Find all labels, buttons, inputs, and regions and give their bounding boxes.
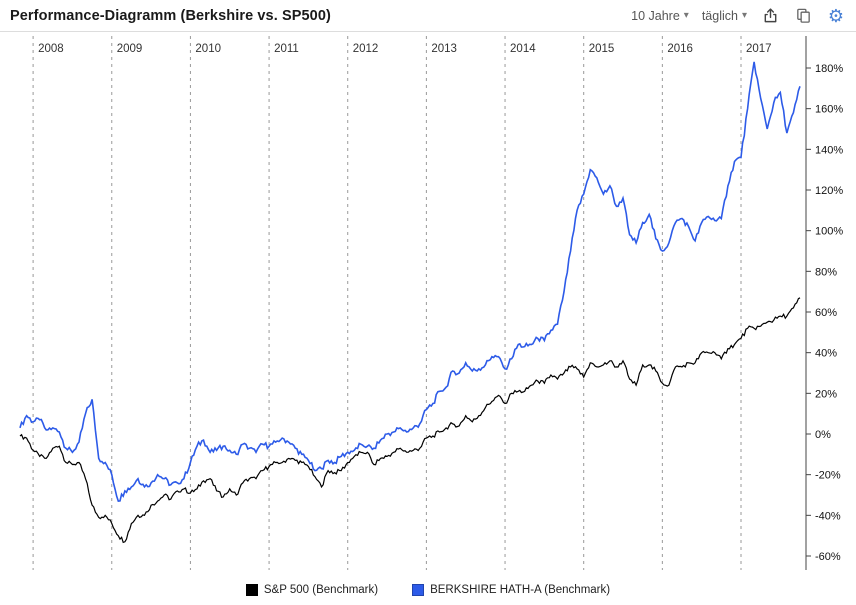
- svg-text:2016: 2016: [667, 43, 693, 55]
- svg-text:2009: 2009: [117, 43, 143, 55]
- svg-text:180%: 180%: [815, 63, 843, 75]
- legend-item-sp500: S&P 500 (Benchmark): [245, 583, 379, 596]
- chart-controls: 10 Jahre ▾ täglich ▾ ⚙: [631, 6, 846, 26]
- interval-dropdown-label: täglich: [701, 8, 738, 23]
- chart-legend: S&P 500 (Benchmark) BERKSHIRE HATH-A (Be…: [0, 574, 856, 605]
- svg-text:140%: 140%: [815, 144, 843, 156]
- interval-dropdown[interactable]: täglich ▾: [702, 9, 747, 23]
- svg-text:-40%: -40%: [815, 510, 841, 522]
- gear-icon[interactable]: ⚙: [827, 5, 845, 26]
- svg-text:40%: 40%: [815, 348, 837, 360]
- svg-text:2008: 2008: [38, 43, 64, 55]
- legend-label-sp500: S&P 500 (Benchmark): [263, 583, 379, 596]
- svg-text:2015: 2015: [589, 43, 615, 55]
- svg-text:60%: 60%: [815, 307, 837, 319]
- svg-text:2011: 2011: [274, 43, 299, 55]
- svg-text:20%: 20%: [815, 388, 837, 400]
- sp500-swatch: [245, 583, 258, 596]
- chart-header: Performance-Diagramm (Berkshire vs. SP50…: [0, 0, 856, 32]
- svg-text:160%: 160%: [815, 104, 843, 116]
- chart-area: 2008 2009 2010 2011 2012 2013 2014 2015 2016 2017…: [0, 32, 856, 574]
- svg-text:120%: 120%: [815, 185, 843, 197]
- svg-text:2014: 2014: [510, 43, 536, 55]
- svg-text:80%: 80%: [815, 266, 837, 278]
- legend-item-berkshire: BERKSHIRE HATH-A (Benchmark): [412, 583, 611, 596]
- performance-chart[interactable]: 2008 2009 2010 2011 2012 2013 2014 2015 2016 2017…: [0, 32, 856, 574]
- copy-icon[interactable]: [793, 6, 813, 26]
- svg-text:100%: 100%: [815, 226, 843, 238]
- svg-text:2013: 2013: [431, 43, 457, 55]
- svg-text:0%: 0%: [815, 429, 831, 441]
- range-dropdown[interactable]: 10 Jahre ▾: [631, 9, 689, 23]
- svg-text:-20%: -20%: [815, 470, 841, 482]
- svg-text:-60%: -60%: [815, 551, 841, 563]
- range-dropdown-label: 10 Jahre: [631, 8, 680, 23]
- svg-text:2012: 2012: [353, 43, 379, 55]
- chevron-down-icon: ▾: [683, 9, 689, 21]
- page-title: Performance-Diagramm (Berkshire vs. SP50…: [10, 7, 331, 24]
- legend-label-berkshire: BERKSHIRE HATH-A (Benchmark): [430, 583, 611, 596]
- chevron-down-icon: ▾: [741, 9, 747, 21]
- export-icon[interactable]: [760, 6, 780, 26]
- svg-text:2017: 2017: [746, 43, 772, 55]
- svg-text:2010: 2010: [195, 43, 221, 55]
- berkshire-swatch: [412, 583, 425, 596]
